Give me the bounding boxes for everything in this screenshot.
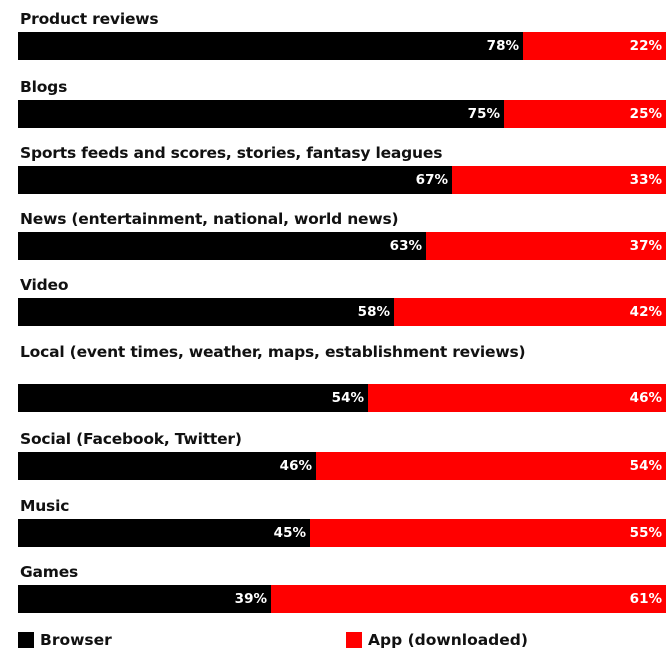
bar-segment-app	[368, 384, 666, 412]
legend-item: App (downloaded)	[346, 630, 528, 650]
legend-label: App (downloaded)	[368, 631, 528, 649]
value-label-app: 25%	[629, 106, 662, 122]
value-label-app: 37%	[629, 238, 662, 254]
category-label: Local (event times, weather, maps, estab…	[20, 343, 526, 361]
bar-row: 46% 54%	[18, 452, 666, 480]
bar-row: 78% 22%	[18, 32, 666, 60]
value-label-app: 42%	[629, 304, 662, 320]
bar-segment-browser	[18, 585, 271, 613]
value-label-browser: 46%	[279, 458, 312, 474]
value-label-app: 54%	[629, 458, 662, 474]
bar-segment-browser	[18, 384, 368, 412]
bar-row: 58% 42%	[18, 298, 666, 326]
bar-segment-browser	[18, 519, 310, 547]
value-label-browser: 67%	[415, 172, 448, 188]
legend-swatch	[18, 632, 34, 648]
value-label-app: 61%	[629, 591, 662, 607]
bar-row: 39% 61%	[18, 585, 666, 613]
value-label-browser: 54%	[331, 390, 364, 406]
bar-segment-app	[523, 32, 666, 60]
bar-segment-app	[426, 232, 666, 260]
bar-segment-app	[310, 519, 666, 547]
category-label: Product reviews	[20, 10, 159, 28]
category-label: News (entertainment, national, world new…	[20, 210, 399, 228]
bar-segment-app	[452, 166, 666, 194]
category-label: Games	[20, 563, 79, 581]
category-label: Music	[20, 497, 70, 515]
legend-item: Browser	[18, 630, 112, 650]
value-label-browser: 75%	[467, 106, 500, 122]
category-label: Blogs	[20, 78, 68, 96]
bar-segment-app	[504, 100, 666, 128]
bar-segment-browser	[18, 232, 426, 260]
bar-row: 75% 25%	[18, 100, 666, 128]
bar-segment-browser	[18, 452, 316, 480]
value-label-browser: 63%	[389, 238, 422, 254]
bar-segment-browser	[18, 166, 452, 194]
bar-segment-app	[316, 452, 666, 480]
bar-segment-browser	[18, 32, 523, 60]
bar-segment-app	[394, 298, 666, 326]
value-label-browser: 58%	[357, 304, 390, 320]
value-label-app: 46%	[629, 390, 662, 406]
value-label-browser: 45%	[273, 525, 306, 541]
category-label: Sports feeds and scores, stories, fantas…	[20, 144, 443, 162]
legend-swatch	[346, 632, 362, 648]
legend-label: Browser	[40, 631, 112, 649]
category-label: Video	[20, 276, 69, 294]
value-label-app: 22%	[629, 38, 662, 54]
value-label-app: 55%	[629, 525, 662, 541]
value-label-browser: 78%	[486, 38, 519, 54]
value-label-browser: 39%	[234, 591, 267, 607]
bar-row: 45% 55%	[18, 519, 666, 547]
bar-row: 67% 33%	[18, 166, 666, 194]
bar-segment-browser	[18, 100, 504, 128]
bar-row: 54% 46%	[18, 384, 666, 412]
bar-segment-app	[271, 585, 666, 613]
bar-segment-browser	[18, 298, 394, 326]
category-label: Social (Facebook, Twitter)	[20, 430, 242, 448]
value-label-app: 33%	[629, 172, 662, 188]
bar-row: 63% 37%	[18, 232, 666, 260]
